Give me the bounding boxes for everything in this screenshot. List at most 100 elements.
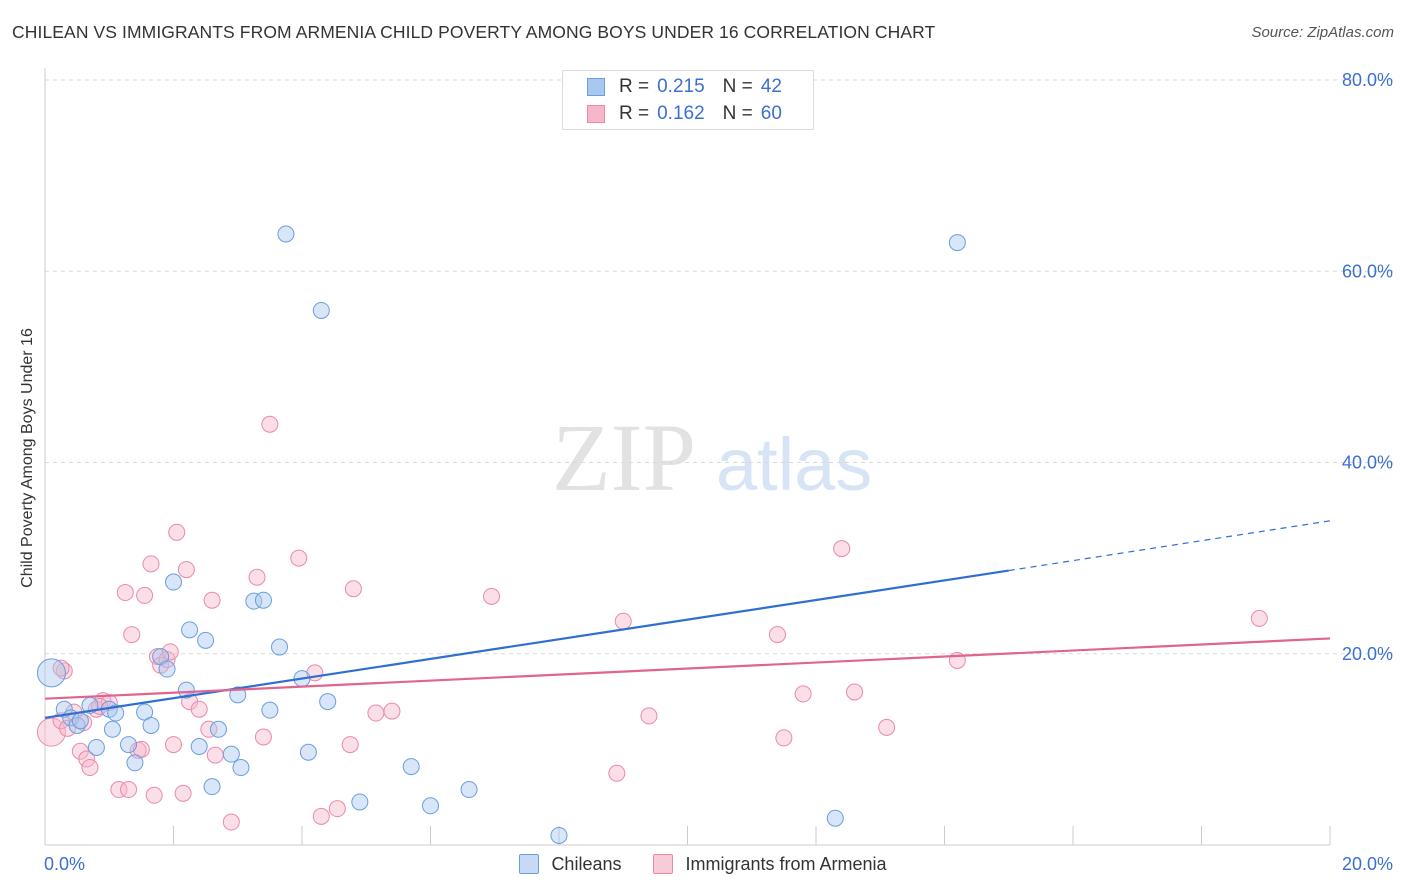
armenia-point: [878, 718, 896, 736]
y-tick-label: 20.0%: [1342, 644, 1393, 664]
chilean-point: [948, 234, 966, 252]
armenia-point: [190, 700, 208, 718]
armenia-point: [161, 643, 179, 661]
armenia-point: [222, 813, 240, 831]
chilean-point: [158, 660, 176, 678]
armenia-point: [136, 586, 154, 604]
armenia-point: [344, 580, 362, 598]
armenia-point: [110, 781, 128, 799]
armenia-point: [383, 702, 401, 720]
chilean-point: [232, 759, 250, 777]
legend-r-value: 0.162: [657, 103, 705, 124]
armenia-point: [123, 626, 141, 644]
chilean-point: [120, 736, 138, 754]
chilean-point: [209, 720, 227, 738]
chilean-point: [460, 781, 478, 799]
armenia-point: [483, 587, 501, 605]
legend-label-armenia: Immigrants from Armenia: [685, 853, 887, 874]
armenia-point: [58, 719, 76, 737]
armenia-point: [1250, 609, 1268, 627]
chilean-point: [36, 658, 66, 688]
correlation-legend: R = 0.215 N = 42 R = 0.162 N = 60: [562, 70, 814, 130]
y-tick-label: 80.0%: [1342, 70, 1393, 90]
chilean-point: [550, 826, 568, 844]
armenia-point: [312, 807, 330, 825]
chilean-point: [197, 631, 215, 649]
armenia-point: [328, 800, 346, 818]
armenia-point: [640, 707, 658, 725]
armenia-point: [36, 717, 66, 747]
armenia-point: [341, 736, 359, 754]
armenia-point: [120, 781, 138, 799]
legend-r-label: R =: [619, 103, 650, 124]
gridlines: [45, 79, 1394, 655]
watermark: ZIP atlas: [552, 404, 872, 511]
chilean-point: [826, 809, 844, 827]
chilean-point: [319, 693, 337, 711]
chilean-point: [222, 745, 240, 763]
chilean-point: [402, 758, 420, 776]
armenia-point: [290, 549, 308, 567]
y-tick-label: 60.0%: [1342, 261, 1393, 281]
chilean-point: [142, 716, 160, 734]
armenia-point: [261, 415, 279, 433]
armenia-point: [768, 626, 786, 644]
armenia-point: [142, 555, 160, 573]
chilean-point: [190, 738, 208, 756]
armenia-point: [206, 746, 224, 764]
source-label: Source: ZipAtlas.com: [1251, 24, 1394, 41]
legend-item-chileans[interactable]: Chileans: [519, 854, 621, 875]
legend-item-armenia[interactable]: Immigrants from Armenia: [653, 853, 887, 875]
legend-n-value: 42: [760, 76, 782, 97]
legend-r-label: R =: [619, 76, 650, 97]
armenia-point: [177, 561, 195, 579]
legend-n-value: 60: [760, 103, 782, 124]
chilean-point: [351, 793, 369, 811]
armenia-point: [775, 729, 793, 747]
watermark-zip: ZIP: [552, 404, 696, 511]
chilean-trend-line: [44, 569, 1009, 719]
armenia-point: [614, 612, 632, 630]
armenia-point: [165, 736, 182, 754]
legend-r-value: 0.215: [657, 76, 705, 97]
chilean-point: [68, 716, 86, 734]
chilean-point: [87, 738, 105, 756]
armenia-point: [81, 759, 99, 777]
axes: [44, 68, 1331, 846]
legend-label-chileans: Chileans: [551, 853, 622, 874]
armenia-point: [168, 523, 186, 541]
armenia-point: [145, 786, 163, 804]
legend-swatch-armenia: [653, 854, 674, 874]
chilean-point: [299, 743, 317, 761]
chilean-point: [312, 301, 330, 319]
armenia-point: [248, 568, 266, 586]
tick-labels: 20.0% 40.0% 60.0% 80.0% 0.0% 20.0%: [44, 70, 1393, 874]
armenia-point: [254, 728, 272, 746]
chilean-point: [203, 778, 221, 796]
legend-swatch-chileans: [519, 854, 540, 874]
legend-n-label: N =: [722, 103, 753, 124]
chilean-point: [181, 621, 199, 639]
chilean-point: [71, 712, 89, 730]
chilean-point: [261, 701, 279, 719]
watermark-atlas: atlas: [716, 423, 872, 506]
legend-swatch-armenia: [587, 105, 605, 123]
armenia-point: [116, 584, 134, 602]
armenia-point: [203, 591, 221, 609]
legend-swatch-chileans: [587, 78, 605, 96]
y-tick-label: 40.0%: [1342, 453, 1393, 473]
x-tick-label: 20.0%: [1342, 854, 1393, 874]
chilean-point: [126, 754, 144, 772]
chilean-points: [36, 225, 966, 844]
armenia-point: [846, 683, 864, 701]
chart-title: CHILEAN VS IMMIGRANTS FROM ARMENIA CHILD…: [12, 22, 936, 42]
chilean-point: [165, 573, 182, 591]
chilean-point: [422, 797, 439, 815]
legend-row-armenia: R = 0.162 N = 60: [587, 101, 782, 127]
chilean-point: [177, 681, 195, 699]
chilean-point: [107, 704, 125, 722]
armenia-point: [833, 540, 851, 558]
legend-row-chileans: R = 0.215 N = 42: [587, 74, 782, 100]
armenia-point: [78, 750, 96, 768]
